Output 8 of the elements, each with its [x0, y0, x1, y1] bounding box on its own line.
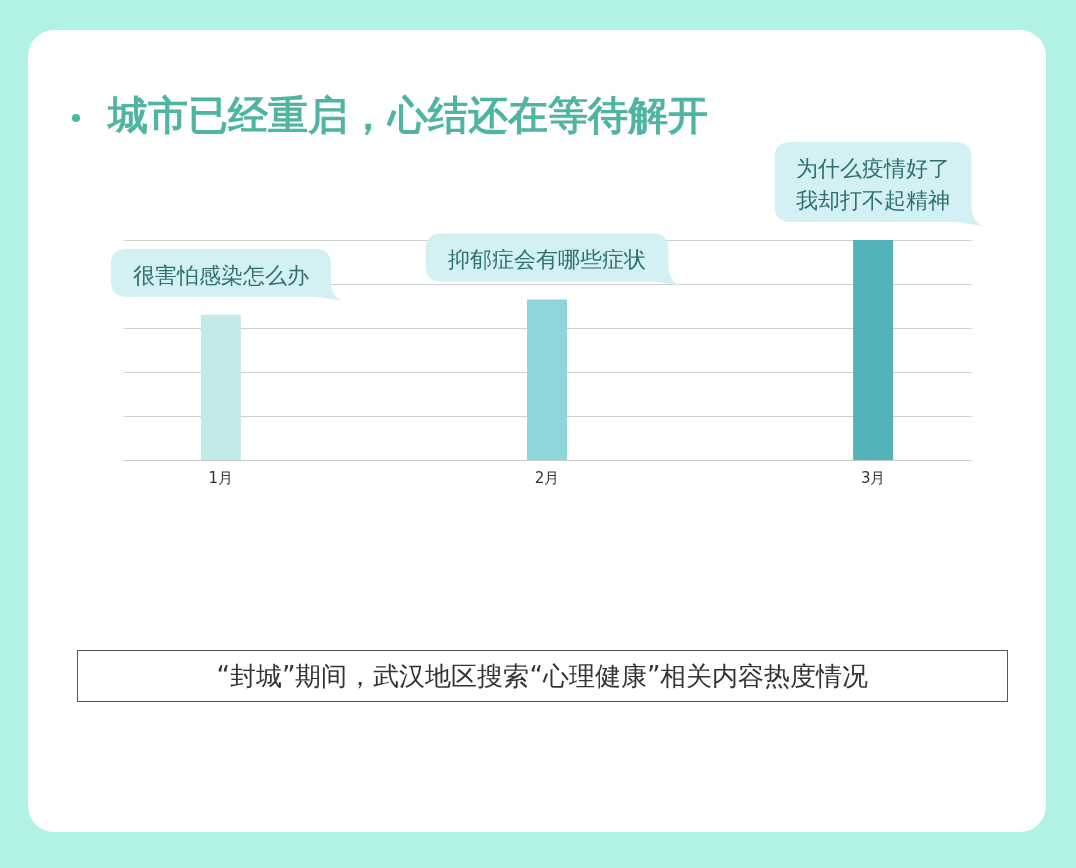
annotation: 为什么疫情好了我却打不起精神	[796, 156, 951, 213]
x-tick-label: 1月	[208, 468, 234, 487]
annotation: 很害怕感染怎么办	[132, 262, 309, 288]
text: “封城”期间，武汉地区搜索“心理健康”相关内容热度情况	[77, 650, 1008, 702]
x-tick-label: 2月	[534, 468, 560, 487]
annotation: 抑郁症会有哪些症状	[448, 247, 646, 273]
x-tick-label: 3月	[860, 468, 886, 487]
chart-title: 城市已经重启，心结还在等待解开	[106, 91, 708, 140]
